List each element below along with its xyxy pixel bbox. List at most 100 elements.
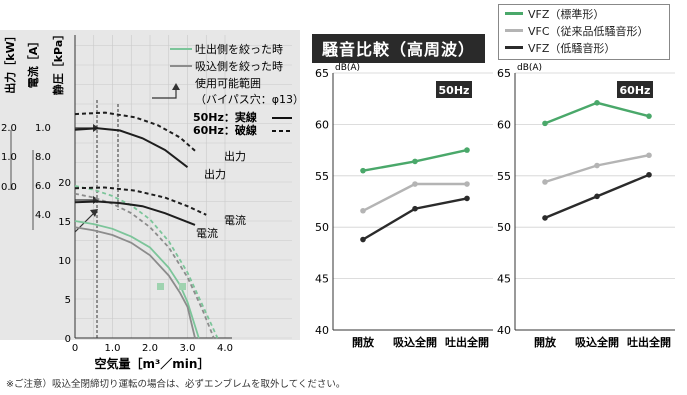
range-arrow-head: [90, 209, 98, 217]
current-axis-title: 電流［A］: [26, 36, 40, 89]
series-point-2: [594, 193, 600, 200]
category-label: 開放: [352, 335, 375, 349]
y-tick-label: 50: [315, 221, 329, 234]
series-point-1: [360, 207, 366, 214]
performance-chart: 0 1.0 2.0 3.0 4.0 0 5 10 15 20 4.0 6.0 8.0 1.0 0.0 1.0 2…: [0, 29, 300, 371]
x-axis-title: 空気量［m³／min］: [95, 356, 210, 371]
y-tick-label: 65: [497, 67, 511, 80]
y-tick-label: 40: [497, 324, 511, 337]
power-axis-title: 出力［kW］: [3, 30, 17, 93]
series-point-1: [412, 181, 418, 187]
curve-annotation: 電流: [224, 213, 246, 227]
category-label: 吸込全開: [575, 335, 619, 349]
legend-swatch: [505, 46, 523, 49]
y-tick-label: 50: [497, 221, 511, 234]
series-point-1: [594, 162, 600, 169]
pressure-tick-label: 5: [65, 295, 71, 306]
noise-comparison-title: 騒音比較（高周波）: [312, 34, 486, 63]
legend-item-vfz-standard: VFZ（標準形）: [499, 5, 669, 22]
curve-0-50Hz: [74, 220, 200, 339]
series-point-2: [464, 195, 470, 202]
y-tick-label: 45: [315, 273, 329, 286]
legend-swatch: [505, 12, 523, 15]
legend-swatch: [505, 29, 523, 32]
x-tick-label: 1.0: [105, 343, 121, 354]
current-tick-label: 6.0: [35, 181, 51, 192]
series-point-2: [542, 215, 548, 221]
y-unit-label: dB(A): [517, 63, 542, 73]
category-label: 吐出全開: [445, 335, 489, 349]
curve-annotation: 出力: [204, 167, 226, 181]
frequency-badge-label: 50Hz: [439, 84, 470, 97]
current-tick-label: 8.0: [35, 152, 51, 163]
series-point-0: [464, 147, 470, 153]
legend-label: VFZ（低騒音形）: [528, 41, 616, 55]
curve-annotation: 出力: [224, 149, 246, 163]
current-tick-label: 4.0: [35, 210, 51, 221]
series-point-2: [412, 205, 418, 212]
legend-label: 60Hz：破線: [193, 123, 257, 137]
power-tick-label: 0.0: [1, 182, 17, 193]
operating-point-marker: [157, 283, 164, 290]
current-tick-label: 1.0: [35, 123, 51, 134]
pressure-tick-label: 10: [58, 256, 71, 267]
x-tick-label: 0: [72, 343, 78, 354]
y-tick-label: 45: [497, 273, 511, 286]
y-tick-label: 55: [315, 170, 329, 183]
series-point-0: [542, 120, 548, 127]
series-point-0: [412, 158, 418, 165]
curve-5-60Hz: [74, 111, 196, 152]
y-tick-label: 60: [497, 118, 511, 131]
legend-item-vfc-conventional: VFC（従来品低騒音形）: [499, 22, 669, 39]
legend-label: （バイパス穴：φ13）: [195, 92, 300, 106]
legend-label: VFZ（標準形）: [528, 7, 605, 21]
series-line-1: [544, 154, 650, 184]
legend-label: 50Hz：実線: [193, 110, 257, 124]
legend-label: VFC（従来品低騒音形）: [528, 24, 649, 38]
curve-annotation: 電流: [196, 226, 218, 240]
legend-item-vfz-low-noise: VFZ（低騒音形）: [499, 39, 669, 56]
pressure-tick-label: 15: [58, 217, 71, 228]
x-tick-label: 2.0: [142, 343, 158, 354]
curve-3-60Hz: [74, 192, 215, 339]
series-point-0: [646, 113, 652, 119]
y-unit-label: dB(A): [335, 63, 360, 73]
x-tick-label: 4.0: [217, 343, 233, 354]
series-line-2: [362, 197, 468, 241]
curve-4-50Hz: [74, 127, 189, 168]
noise-legend: VFZ（標準形） VFC（従来品低騒音形） VFZ（低騒音形）: [498, 4, 670, 60]
y-tick-label: 40: [315, 324, 329, 337]
frequency-badge: [436, 81, 472, 98]
series-line-0: [544, 101, 650, 125]
curve-2-50Hz: [74, 226, 196, 339]
series-point-1: [542, 179, 548, 185]
y-tick-label: 65: [315, 67, 329, 80]
range-legend-arrow-head: [172, 83, 180, 90]
curve-6-50Hz: [74, 200, 196, 226]
legend-label: 吸込側を絞った時: [195, 59, 283, 73]
pressure-tick-label: 0: [65, 334, 71, 345]
series-point-2: [646, 171, 652, 178]
legend-label: 吐出側を絞った時: [195, 42, 283, 56]
footnote: ※ご注意）吸込全閉締切り運転の場合は、必ずエンブレムを取外してください。: [6, 379, 346, 390]
series-point-1: [464, 181, 470, 187]
frequency-badge-label: 60Hz: [620, 84, 651, 97]
series-point-0: [360, 167, 366, 174]
operating-point-marker: [179, 283, 186, 290]
frequency-badge: [617, 81, 653, 98]
legend-label: 使用可能範囲: [195, 76, 261, 90]
series-point-1: [646, 152, 652, 159]
x-tick-label: 3.0: [180, 343, 196, 354]
category-label: 吐出全開: [627, 335, 671, 349]
series-point-2: [360, 236, 366, 243]
pressure-tick-label: 20: [58, 178, 71, 189]
series-point-0: [594, 100, 600, 106]
power-tick-label: 2.0: [1, 123, 17, 134]
category-label: 開放: [534, 335, 557, 349]
y-tick-label: 55: [497, 170, 511, 183]
y-tick-label: 60: [315, 118, 329, 131]
category-label: 吸込全開: [393, 335, 437, 349]
power-tick-label: 1.0: [1, 152, 17, 163]
pressure-axis-title: 静圧［kPa］: [51, 29, 65, 96]
